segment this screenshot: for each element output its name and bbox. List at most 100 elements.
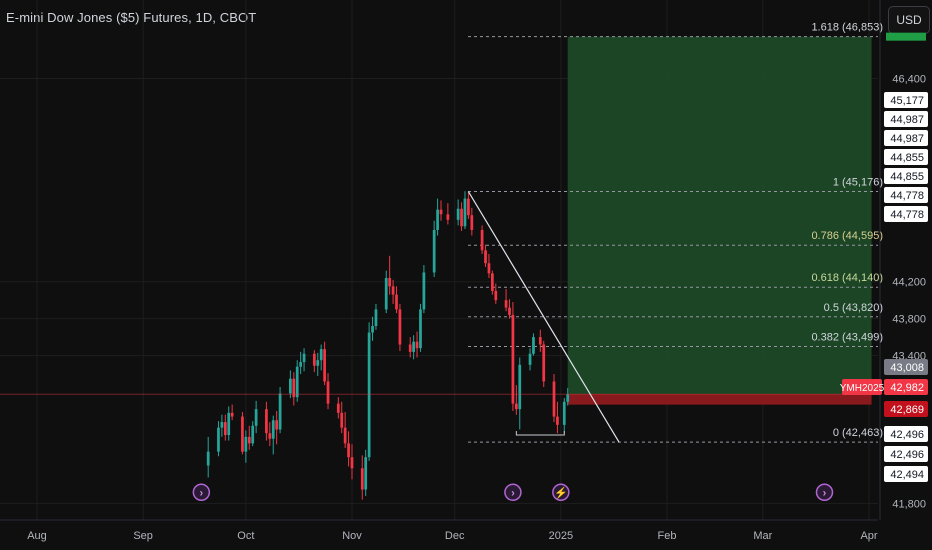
candle-body xyxy=(552,381,556,417)
candle-body xyxy=(446,214,450,220)
price-tag-box xyxy=(884,149,928,165)
price-tag-box xyxy=(884,130,928,146)
candle-body xyxy=(528,353,532,365)
candle-body xyxy=(542,344,546,382)
drawings xyxy=(0,191,878,443)
price-tag-box xyxy=(884,401,928,417)
price-tag-box xyxy=(884,206,928,222)
candle-body xyxy=(326,381,330,404)
price-tag-label: 44,778 xyxy=(890,190,924,202)
price-tag-box xyxy=(884,168,928,184)
candle-body xyxy=(275,420,279,430)
candle-body xyxy=(223,422,227,436)
candle-body xyxy=(247,436,251,444)
x-tick-label: Sep xyxy=(133,530,153,542)
candle-body xyxy=(374,309,378,327)
candle-body xyxy=(494,290,498,301)
x-tick-label: Aug xyxy=(27,530,47,542)
candle-body xyxy=(230,412,234,417)
candle-body xyxy=(562,401,566,425)
fib-label: 1 (45,176) xyxy=(833,177,883,189)
price-tag-box xyxy=(884,466,928,482)
time-axis[interactable]: Aug Sep Oct Nov Dec 2025 Feb Mar Apr xyxy=(0,519,878,542)
candle-body xyxy=(364,457,368,490)
target-price-tag xyxy=(886,32,926,41)
candle-body xyxy=(268,433,272,439)
symbol-tag-box xyxy=(842,379,882,395)
candle-body xyxy=(456,208,460,220)
candle-body xyxy=(480,229,484,251)
candle-body xyxy=(556,416,559,425)
candle-body xyxy=(398,309,402,345)
price-tag: 44,778 xyxy=(884,187,928,203)
price-tag: 42,496 xyxy=(884,446,928,462)
candle-body xyxy=(422,272,426,310)
candle-body xyxy=(395,294,398,310)
x-tick-label: Oct xyxy=(237,530,254,542)
price-tag-box xyxy=(884,446,928,462)
candle-body xyxy=(302,353,306,363)
candle-body xyxy=(432,229,436,273)
price-tag-box xyxy=(884,111,928,127)
stop-price-tag: 42,869 xyxy=(884,401,928,417)
candle-body xyxy=(532,337,535,354)
arrow-right-icon: › xyxy=(823,487,827,499)
range-bracket xyxy=(515,431,565,436)
candle-body xyxy=(278,393,282,430)
event-markers: › › ⚡ › xyxy=(192,483,834,502)
x-tick-label: Dec xyxy=(445,530,465,542)
candles xyxy=(206,191,570,500)
candle-body xyxy=(217,427,220,452)
price-tag-label: 43,008 xyxy=(890,362,924,374)
x-tick-label: 2025 xyxy=(549,530,573,542)
candle-body xyxy=(241,416,244,452)
candle-body xyxy=(384,278,388,310)
price-tag-label: 45,177 xyxy=(890,95,924,107)
dividend-marker xyxy=(192,483,211,502)
candle-body xyxy=(491,273,494,291)
y-tick-label: 44,200 xyxy=(892,277,926,289)
candle-body xyxy=(244,436,248,452)
candle-body xyxy=(350,457,354,469)
price-tag-label: 44,855 xyxy=(890,171,924,183)
price-tag-label: 44,855 xyxy=(890,152,924,164)
candle-body xyxy=(460,208,463,227)
x-tick-label: Mar xyxy=(753,530,772,542)
candle-body xyxy=(299,362,303,367)
candle-body xyxy=(419,309,422,349)
candle-body xyxy=(538,337,542,345)
candle-body xyxy=(408,344,412,352)
price-axis[interactable]: 46,40044,20043,80043,40041,80045,17744,9… xyxy=(840,0,928,520)
candle-body xyxy=(412,341,415,352)
fib-label: 1.618 (46,853) xyxy=(811,22,883,34)
price-tag-box xyxy=(884,359,928,375)
price-tag: 45,177 xyxy=(884,92,928,108)
candle-body xyxy=(511,314,515,404)
candle-body xyxy=(484,250,487,264)
position-zones xyxy=(567,36,872,405)
y-tick-label: 43,800 xyxy=(892,314,926,326)
price-tag-box xyxy=(884,92,928,108)
price-tag-box xyxy=(884,187,928,203)
price-tag: 42,494 xyxy=(884,466,928,482)
candle-body xyxy=(312,353,316,366)
price-tag-label: 44,987 xyxy=(890,114,924,126)
candle-body xyxy=(271,420,275,439)
candle-body xyxy=(360,468,364,490)
price-tag-label: 42,496 xyxy=(890,429,924,441)
price-tag-label: 42,982 xyxy=(890,382,924,394)
price-tag-box xyxy=(884,426,928,442)
candle-body xyxy=(415,341,419,349)
fib-label: 0 (42,463) xyxy=(833,427,883,439)
candle-body xyxy=(292,378,296,398)
fib-label: 0.5 (43,820) xyxy=(824,302,883,314)
earnings-marker xyxy=(552,483,570,502)
candle-body xyxy=(288,378,292,394)
candle-body xyxy=(487,263,491,274)
symbol-tag-label: YMH2025 xyxy=(840,383,885,394)
candle-body xyxy=(254,409,258,426)
candle-body xyxy=(347,443,350,458)
dividend-marker xyxy=(504,483,522,502)
